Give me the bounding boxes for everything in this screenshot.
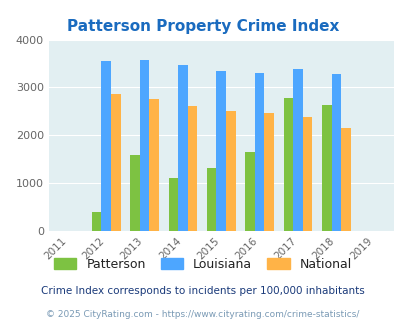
Bar [207,168,216,231]
Bar [226,112,235,231]
Bar [254,73,264,231]
Bar [331,74,340,231]
Bar [340,128,350,231]
Legend: Patterson, Louisiana, National: Patterson, Louisiana, National [50,254,355,274]
Bar [101,61,111,231]
Bar [92,212,101,231]
Bar [139,60,149,231]
Text: © 2025 CityRating.com - https://www.cityrating.com/crime-statistics/: © 2025 CityRating.com - https://www.city… [46,310,359,319]
Text: Crime Index corresponds to incidents per 100,000 inhabitants: Crime Index corresponds to incidents per… [41,286,364,296]
Text: Patterson Property Crime Index: Patterson Property Crime Index [67,19,338,34]
Bar [111,94,120,231]
Bar [187,106,197,231]
Bar [264,113,273,231]
Bar [168,178,178,231]
Bar [302,117,311,231]
Bar [130,155,139,231]
Bar [178,65,187,231]
Bar [292,69,302,231]
Bar [283,98,292,231]
Bar [321,105,331,231]
Bar [245,152,254,231]
Bar [149,99,159,231]
Bar [216,71,226,231]
